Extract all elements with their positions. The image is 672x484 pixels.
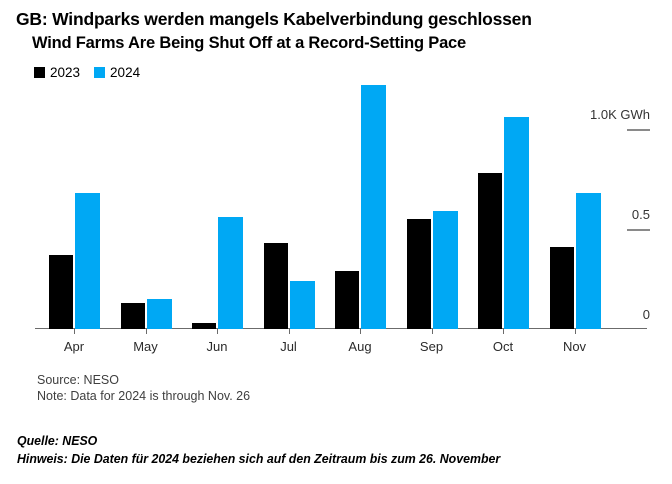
x-label-may: May xyxy=(133,339,158,354)
bar-2023-nov xyxy=(549,247,574,329)
bar-2024-jun xyxy=(218,217,243,329)
source-line: Source: NESO xyxy=(37,373,119,387)
german-note-block: Quelle: NESO Hinweis: Die Daten für 2024… xyxy=(17,432,500,467)
y-gridmark-1 xyxy=(627,129,650,131)
y-gridmark-0-5 xyxy=(627,229,650,231)
bar-2024-nov xyxy=(575,193,601,329)
bar-2023-jul xyxy=(263,243,288,329)
legend-label-2024: 2024 xyxy=(110,64,141,80)
bar-2023-may xyxy=(120,303,145,329)
legend-item-2023: 2023 xyxy=(34,65,80,80)
x-tick-sep xyxy=(431,329,433,334)
legend-label-2023: 2023 xyxy=(50,64,81,80)
x-tick-aug xyxy=(360,329,361,334)
x-label-jun: Jun xyxy=(206,339,228,354)
x-tick-may xyxy=(145,329,147,334)
hinweis-line: Hinweis: Die Daten für 2024 beziehen sic… xyxy=(17,450,501,466)
x-label-nov: Nov xyxy=(562,339,587,354)
bar-2024-sep xyxy=(432,211,458,329)
x-tick-oct xyxy=(503,329,504,334)
legend-swatch-2023 xyxy=(34,66,45,78)
x-label-jul: Jul xyxy=(280,339,297,354)
bar-2024-apr xyxy=(75,193,100,329)
chart-subtitle: Wind Farms Are Being Shut Off at a Recor… xyxy=(32,34,467,52)
y-label-0-5: 0.5 xyxy=(631,207,650,222)
chart-title: GB: Windparks werden mangels Kabelverbin… xyxy=(16,9,532,29)
source-note-block: Source: NESO Note: Data for 2024 is thro… xyxy=(37,372,250,404)
bar-2024-jul xyxy=(289,281,315,329)
x-tick-jun xyxy=(217,329,218,334)
bar-2024-may xyxy=(146,299,172,329)
y-label-1: 1.0K GWh xyxy=(590,107,650,122)
x-label-oct: Oct xyxy=(492,339,514,354)
x-label-aug: Aug xyxy=(348,339,372,354)
bar-2024-oct xyxy=(504,117,529,329)
bar-2023-oct xyxy=(478,173,502,329)
x-label-sep: Sep xyxy=(419,339,444,354)
legend: 2023 2024 xyxy=(34,64,140,80)
note-line: Note: Data for 2024 is through Nov. 26 xyxy=(37,389,251,403)
legend-item-2024: 2024 xyxy=(94,65,140,80)
x-tick-apr xyxy=(74,329,75,334)
x-label-apr: Apr xyxy=(63,339,85,354)
quelle-line: Quelle: NESO xyxy=(17,433,98,448)
bar-2024-aug xyxy=(361,85,386,329)
x-tick-nov xyxy=(574,329,576,334)
bar-2023-aug xyxy=(335,271,359,329)
bar-2023-jun xyxy=(192,323,216,329)
legend-swatch-2024 xyxy=(94,66,106,78)
bar-2023-apr xyxy=(49,255,73,329)
bar-2023-sep xyxy=(406,219,431,329)
x-tick-jul xyxy=(288,329,290,334)
y-label-0: 0 xyxy=(642,307,650,322)
